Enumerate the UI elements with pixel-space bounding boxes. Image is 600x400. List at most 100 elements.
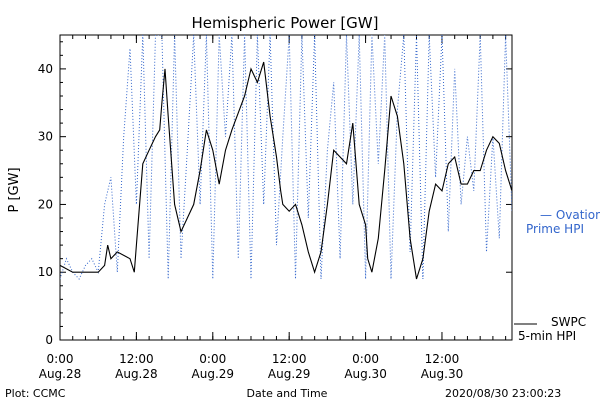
data-point-swpc [486,150,487,151]
data-point-swpc [346,163,347,164]
x-tick-date-5: Aug.30 [421,367,464,381]
legend-ovation-line1: Ovation [556,208,600,222]
data-point-swpc [180,231,181,232]
data-point-ovation [499,238,500,239]
data-point-ovation [289,34,290,35]
x-tick-date-0: Aug.28 [39,367,82,381]
footer-timestamp: 2020/08/30 23:00:23 [445,387,561,400]
data-point-ovation [168,278,169,279]
data-point-swpc [219,184,220,185]
footer-plot-credit: Plot: CCMC [5,387,66,400]
legend-ovation-line2: Prime HPI [526,222,584,236]
data-point-ovation [327,150,328,151]
data-point-swpc [282,204,283,205]
data-point-ovation [301,34,302,35]
data-point-ovation [199,204,200,205]
data-point-swpc [134,272,135,273]
data-point-ovation [136,204,137,205]
x-tick-date-2: Aug.29 [192,367,235,381]
chart-title: Hemispheric Power [GW] [192,14,379,32]
data-point-swpc [320,251,321,252]
data-point-ovation [454,68,455,69]
footer-x-label: Date and Time [247,387,328,400]
data-point-ovation [359,34,360,35]
data-point-swpc [511,190,512,191]
data-point-swpc [505,170,506,171]
data-point-swpc [384,170,385,171]
x-tick-date-4: Aug.30 [344,367,387,381]
data-point-ovation [155,34,156,35]
data-point-swpc [72,272,73,273]
data-point-swpc [410,238,411,239]
y-tick-label-10: 10 [38,265,53,279]
data-point-ovation [149,258,150,259]
data-point-ovation [422,278,423,279]
data-point-swpc [441,190,442,191]
x-tick-time-5: 12:00 [425,352,460,366]
data-point-ovation [410,251,411,252]
data-point-swpc [159,129,160,130]
data-point-ovation [174,34,175,35]
x-tick-time-2: 0:00 [199,352,226,366]
data-point-ovation [480,34,481,35]
data-point-ovation [403,34,404,35]
data-point-ovation [117,272,118,273]
data-point-swpc [416,278,417,279]
data-point-ovation [142,34,143,35]
data-point-ovation [206,34,207,35]
data-point-swpc [225,150,226,151]
data-point-swpc [244,95,245,96]
data-point-ovation [346,34,347,35]
data-point-ovation [250,278,251,279]
data-point-swpc [193,204,194,205]
data-point-ovation [225,136,226,137]
data-point-swpc [422,258,423,259]
data-point-ovation [219,34,220,35]
data-point-swpc [136,245,137,246]
data-point-swpc [352,123,353,124]
data-point-ovation [473,190,474,191]
x-tick-time-1: 12:00 [119,352,154,366]
y-tick-label-0: 0 [45,333,53,347]
legend-swpc-line1: SWPC [551,315,586,329]
legend-swpc-line2: 5-min HPI [518,329,576,343]
data-point-swpc [454,156,455,157]
data-point-swpc [142,163,143,164]
data-point-swpc [129,258,130,259]
data-point-swpc [467,184,468,185]
data-point-ovation [276,245,277,246]
data-point-ovation [308,217,309,218]
data-point-ovation [212,278,213,279]
svg-text:— Ovation: — Ovation [540,208,600,222]
data-point-ovation [352,204,353,205]
data-point-ovation [378,163,379,164]
x-tick-date-3: Aug.29 [268,367,311,381]
data-point-ovation [231,34,232,35]
data-point-ovation [180,258,181,259]
data-point-swpc [117,251,118,252]
data-point-swpc [280,190,281,191]
data-point-swpc [149,150,150,151]
data-point-swpc [155,136,156,137]
data-point-swpc [365,224,366,225]
data-point-ovation [340,258,341,259]
data-point-ovation [238,258,239,259]
data-point-ovation [269,34,270,35]
plot-frame [59,34,513,341]
data-point-swpc [314,272,315,273]
data-point-swpc [212,150,213,151]
data-point-ovation [110,177,111,178]
data-point-ovation [416,34,417,35]
data-point-ovation [435,177,436,178]
data-point-ovation [244,34,245,35]
data-point-ovation [187,150,188,151]
data-point-swpc [98,272,99,273]
data-point-swpc [308,251,309,252]
data-point-ovation [85,265,86,266]
data-point-ovation [320,278,321,279]
data-point-swpc [499,143,500,144]
data-point-ovation [460,204,461,205]
data-point-swpc [231,129,232,130]
plot-area [59,34,513,341]
